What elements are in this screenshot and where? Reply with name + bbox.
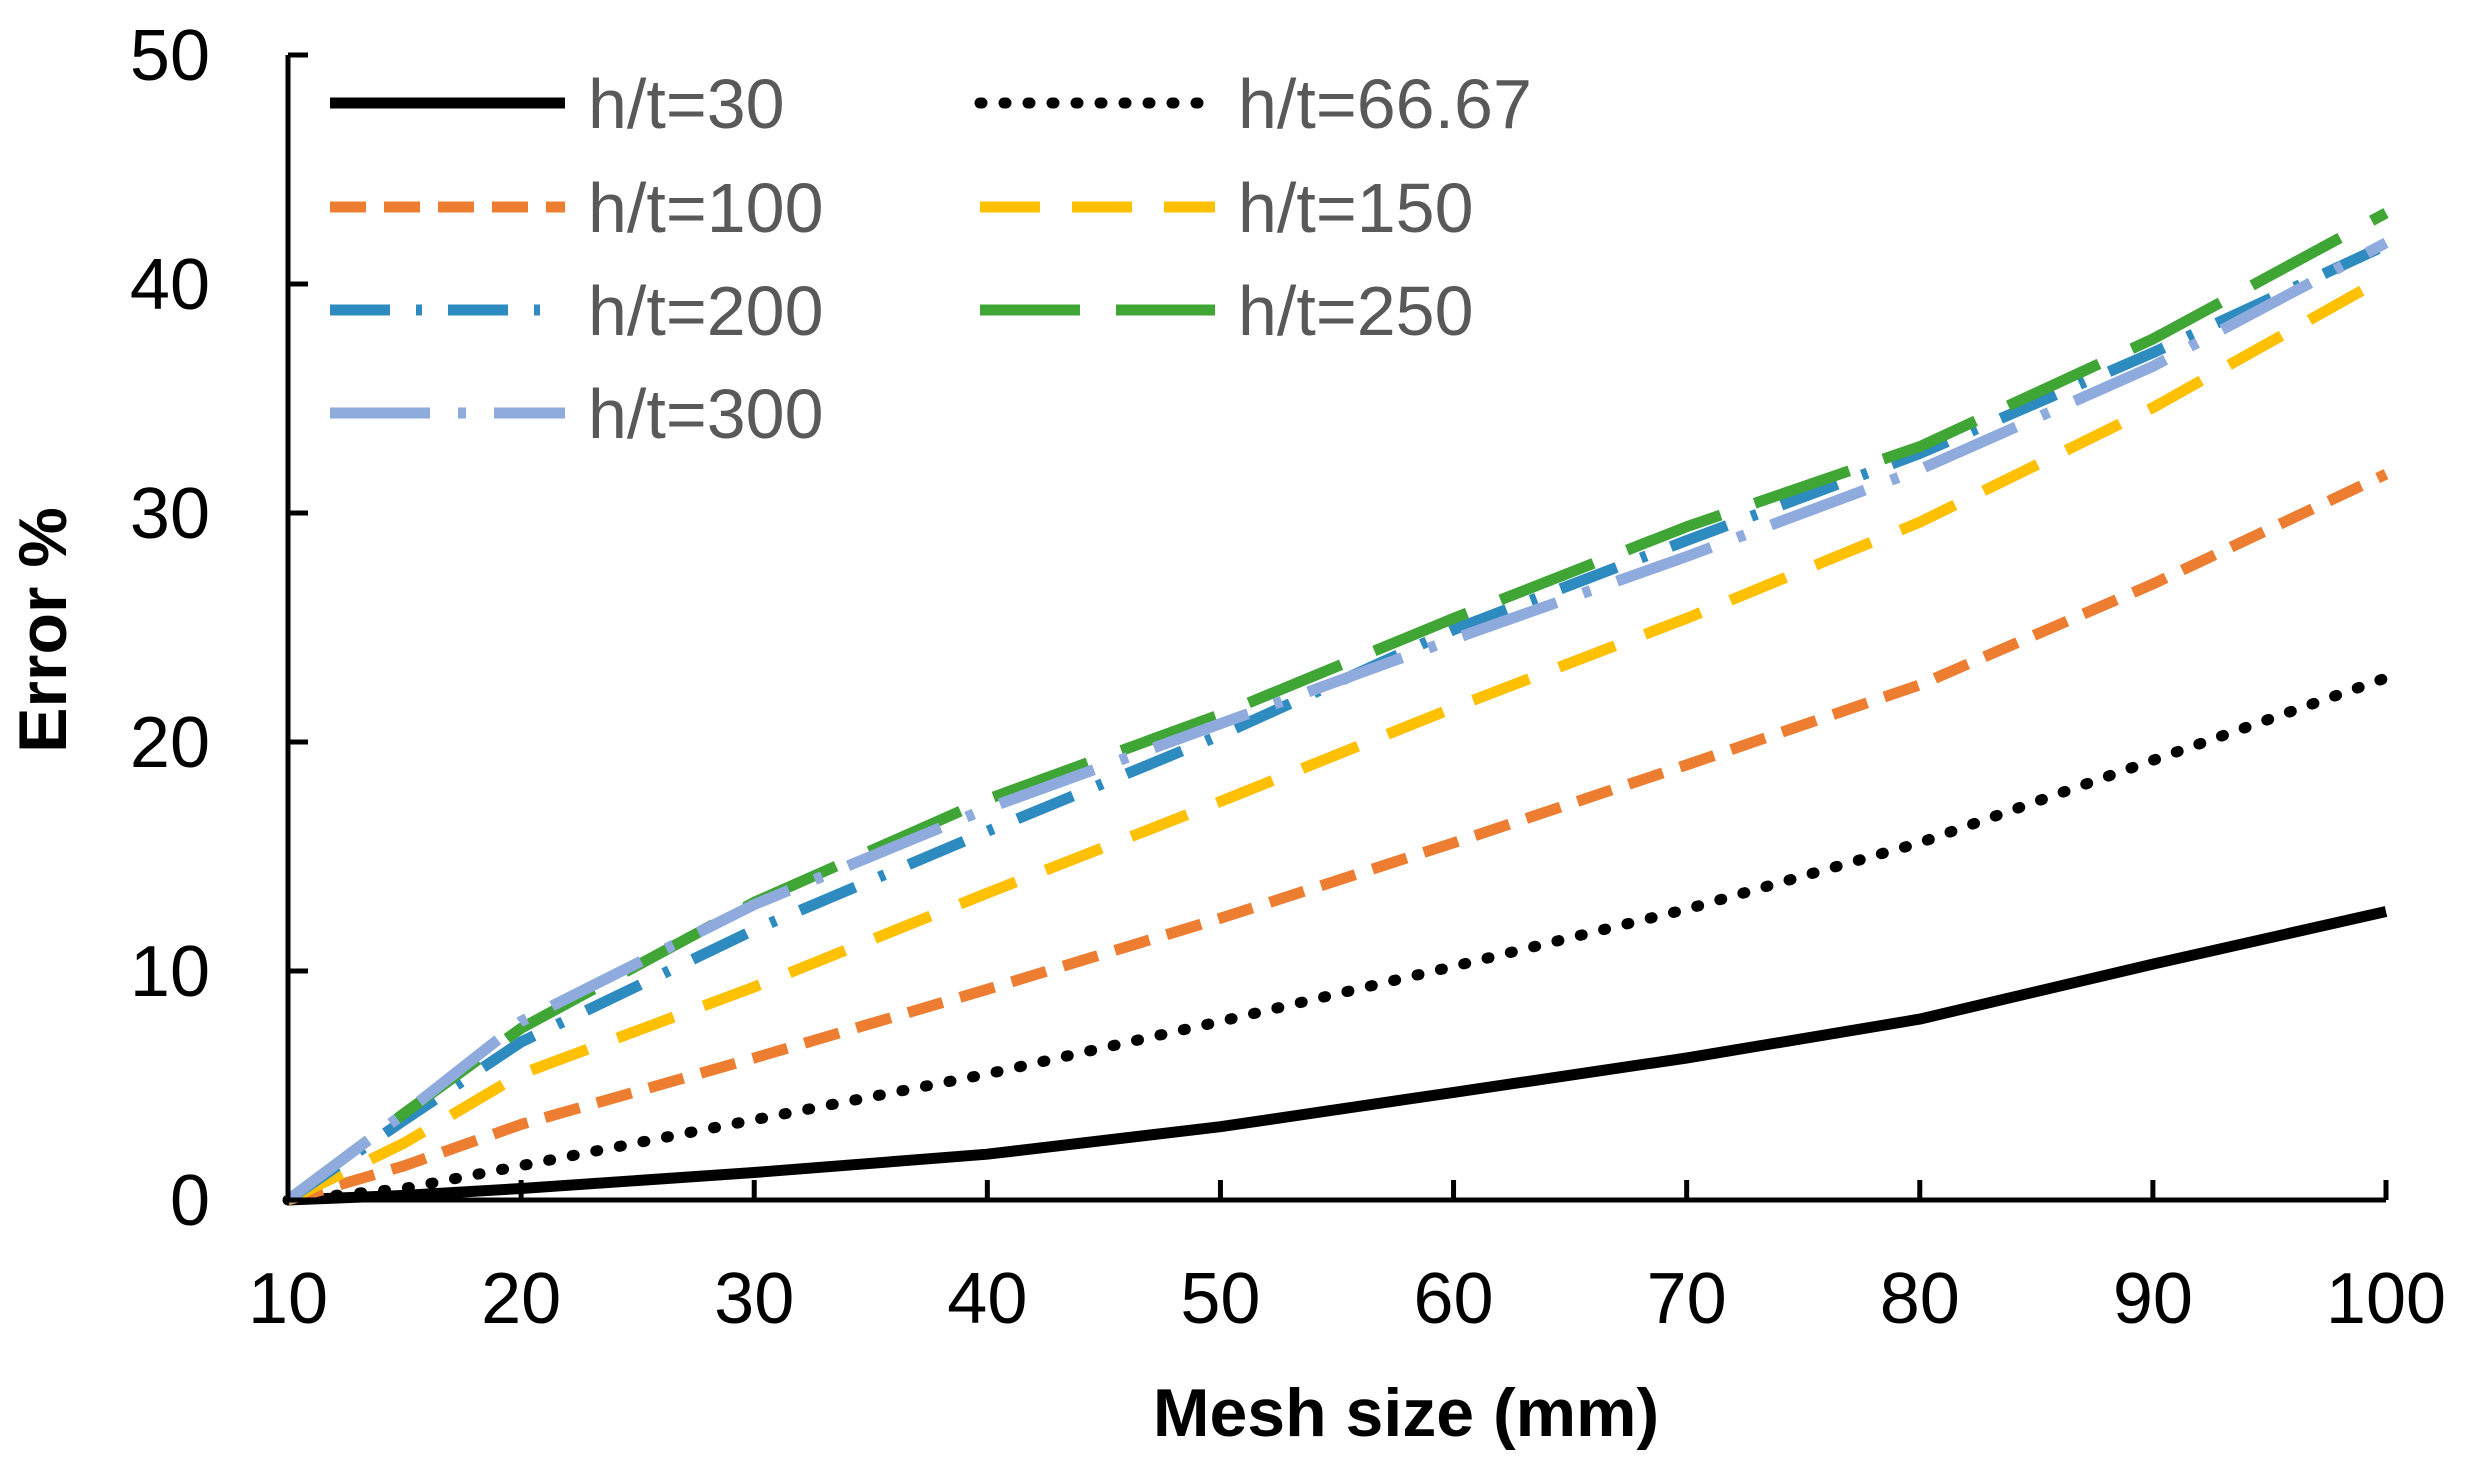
x-axis-title: Mesh size (mm) [1153, 1375, 1659, 1451]
series-line-h-t-100 [286, 469, 2389, 1206]
x-tick-label: 100 [2326, 1259, 2446, 1339]
x-tick-label: 30 [714, 1259, 794, 1339]
legend-label-h-t-300: h/t=300 [588, 375, 824, 453]
x-tick-label: 50 [1180, 1259, 1260, 1339]
series-line-h-t-250 [284, 208, 2389, 1205]
y-tick-label: 30 [130, 474, 210, 554]
legend-label-h-t-100: h/t=100 [588, 169, 824, 247]
x-tick-label: 20 [481, 1259, 561, 1339]
x-tick-label: 90 [2113, 1259, 2193, 1339]
x-tick-label: 60 [1414, 1259, 1494, 1339]
series-line-h-t-150 [285, 272, 2389, 1205]
legend-label-h-t-200: h/t=200 [588, 272, 824, 350]
series-line-h-t-300 [284, 237, 2389, 1205]
x-tick-label: 80 [1880, 1259, 1960, 1339]
y-tick-label: 10 [130, 932, 210, 1012]
legend: h/t=30 h/t=66.67 h/t=100 h/t=150 h/t=200 h/t=… [330, 65, 1532, 453]
y-axis-title: Error % [5, 507, 81, 753]
y-tick-label: 50 [130, 16, 210, 96]
y-tick-label: 40 [130, 245, 210, 325]
legend-label-h-t-150: h/t=150 [1238, 169, 1474, 247]
axes: 0 10 20 30 40 50 10 20 30 40 50 60 70 80 90 100 [130, 16, 2446, 1339]
y-tick-label: 20 [130, 703, 210, 783]
series-layer [282, 208, 2392, 1206]
series-line-h-t-66-67 [282, 672, 2392, 1206]
legend-label-h-t-30: h/t=30 [588, 65, 785, 143]
y-tick-label: 0 [170, 1161, 210, 1241]
series-line-h-t-30 [287, 906, 2388, 1206]
x-tick-label: 10 [248, 1259, 328, 1339]
x-tick-label: 40 [947, 1259, 1027, 1339]
x-tick-label: 70 [1647, 1259, 1727, 1339]
legend-label-h-t-66-67: h/t=66.67 [1238, 65, 1532, 143]
legend-label-h-t-250: h/t=250 [1238, 272, 1474, 350]
